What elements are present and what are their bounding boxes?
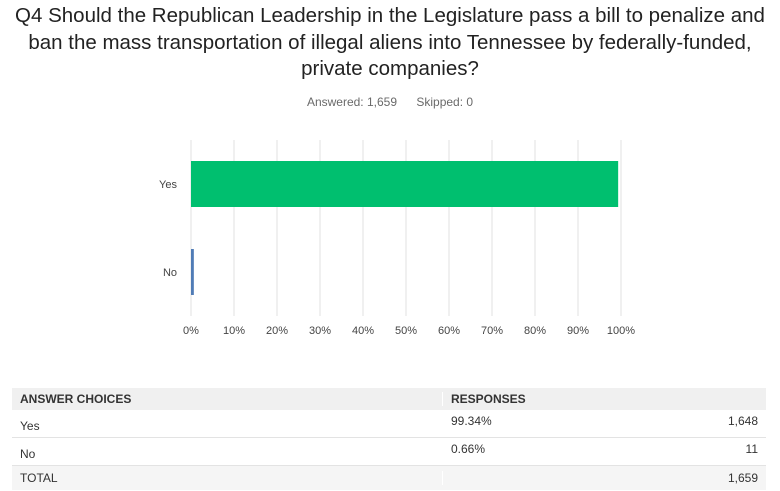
x-tick-label: 50% (395, 325, 417, 337)
total-responses: 1,659 (442, 471, 766, 485)
total-count: 1,659 (727, 471, 758, 485)
row-percent: 99.34% (451, 414, 492, 428)
row-count: 11 (745, 442, 758, 456)
x-tick-label: 70% (481, 325, 503, 337)
x-tick-label: 100% (607, 325, 635, 337)
x-tick-label: 80% (524, 325, 546, 337)
total-label: TOTAL (20, 471, 58, 485)
row-percent: 0.66% (451, 442, 486, 456)
row-count: 1,648 (727, 414, 758, 428)
row-responses: 99.34% 1,648 (442, 410, 766, 428)
table-row: No 0.66% 11 (12, 438, 766, 466)
row-choice: No (20, 447, 36, 461)
bar-yes (191, 161, 619, 207)
header-responses: RESPONSES (442, 392, 766, 406)
bar-chart: 0% 10% 20% 30% 40% 50% 60% 70% 80% 90% 100% Yes No (159, 140, 635, 337)
results-table: ANSWER CHOICES RESPONSES Yes 99.34% 1,64… (12, 388, 766, 490)
answered-count: Answered: 1,659 (306, 95, 397, 109)
x-tick-label: 0% (183, 325, 199, 337)
header-answer-choices: ANSWER CHOICES (20, 392, 132, 406)
x-tick-label: 90% (567, 325, 589, 337)
skipped-count: Skipped: 0 (416, 95, 474, 109)
bar-no (191, 249, 194, 295)
x-tick-label: 10% (223, 325, 245, 337)
question-title: Q4 Should the Republican Leadership in t… (15, 4, 765, 80)
x-tick-label: 30% (309, 325, 331, 337)
response-counts: Answered: 1,659 Skipped: 0 (0, 95, 780, 109)
table-header-row: ANSWER CHOICES RESPONSES (12, 388, 766, 410)
category-label: No (163, 267, 177, 279)
row-responses: 0.66% 11 (442, 438, 766, 456)
category-label: Yes (159, 179, 177, 191)
table-row: Yes 99.34% 1,648 (12, 410, 766, 438)
row-choice: Yes (20, 419, 40, 433)
table-total-row: TOTAL 1,659 (12, 466, 766, 490)
x-tick-label: 40% (352, 325, 374, 337)
x-tick-label: 20% (266, 325, 288, 337)
x-tick-label: 60% (438, 325, 460, 337)
